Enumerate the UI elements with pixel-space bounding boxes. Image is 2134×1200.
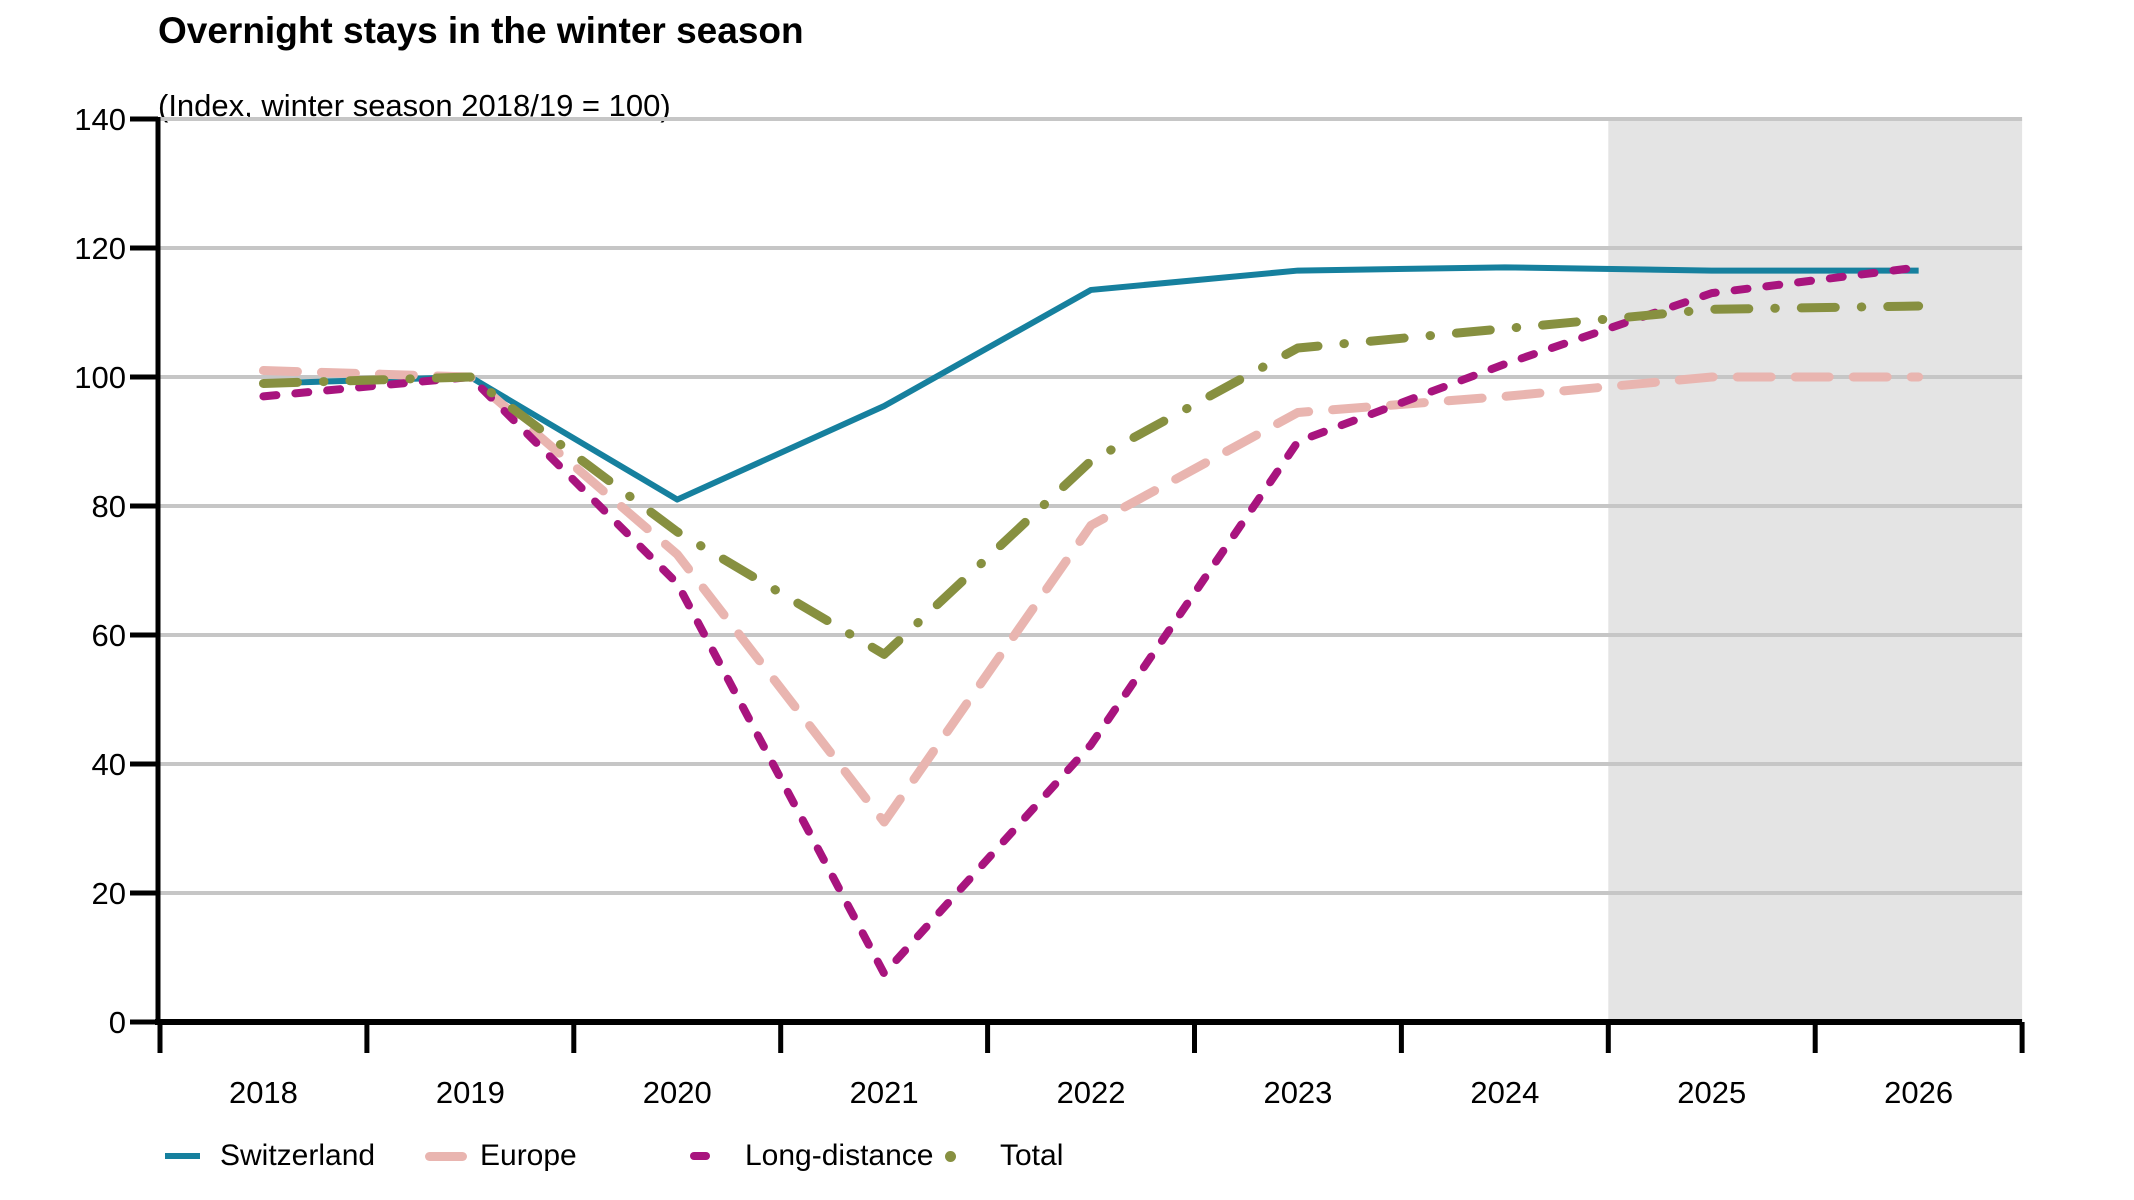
forecast-band-group: [1608, 119, 2023, 1019]
y-tick-label: 80: [92, 489, 126, 524]
x-tick-label: 2024: [1470, 1075, 1539, 1110]
y-tick-label: 140: [74, 102, 126, 137]
y-tick-label: 100: [74, 360, 126, 395]
axis-labels-group: 0 20 40 60 80 100 120 140 2018 2019 2020 2021 2022 20…: [74, 102, 1953, 1110]
x-tick-label: 2025: [1677, 1075, 1746, 1110]
series-total: [258, 301, 1924, 659]
x-tick-label: 2022: [1057, 1075, 1126, 1110]
x-tick-label: 2021: [850, 1075, 919, 1110]
series-switzerland: [263, 264, 1919, 503]
x-tick-label: 2020: [643, 1075, 712, 1110]
y-tick-label: 0: [109, 1005, 126, 1040]
x-tick-label: 2026: [1884, 1075, 1953, 1110]
x-tick-label: 2023: [1263, 1075, 1332, 1110]
y-tick-label: 120: [74, 231, 126, 266]
series-group: [258, 263, 1924, 978]
axes-group: [130, 116, 2025, 1053]
y-tick-label: 60: [92, 618, 126, 653]
series-europe: [258, 366, 1924, 827]
y-tick-label: 20: [92, 876, 126, 911]
x-tick-label: 2019: [436, 1075, 505, 1110]
forecast-band: [1608, 119, 2023, 1019]
y-tick-label: 40: [92, 747, 126, 782]
x-tick-label: 2018: [229, 1075, 298, 1110]
chart-title: Overnight stays in the winter season: [158, 10, 804, 51]
